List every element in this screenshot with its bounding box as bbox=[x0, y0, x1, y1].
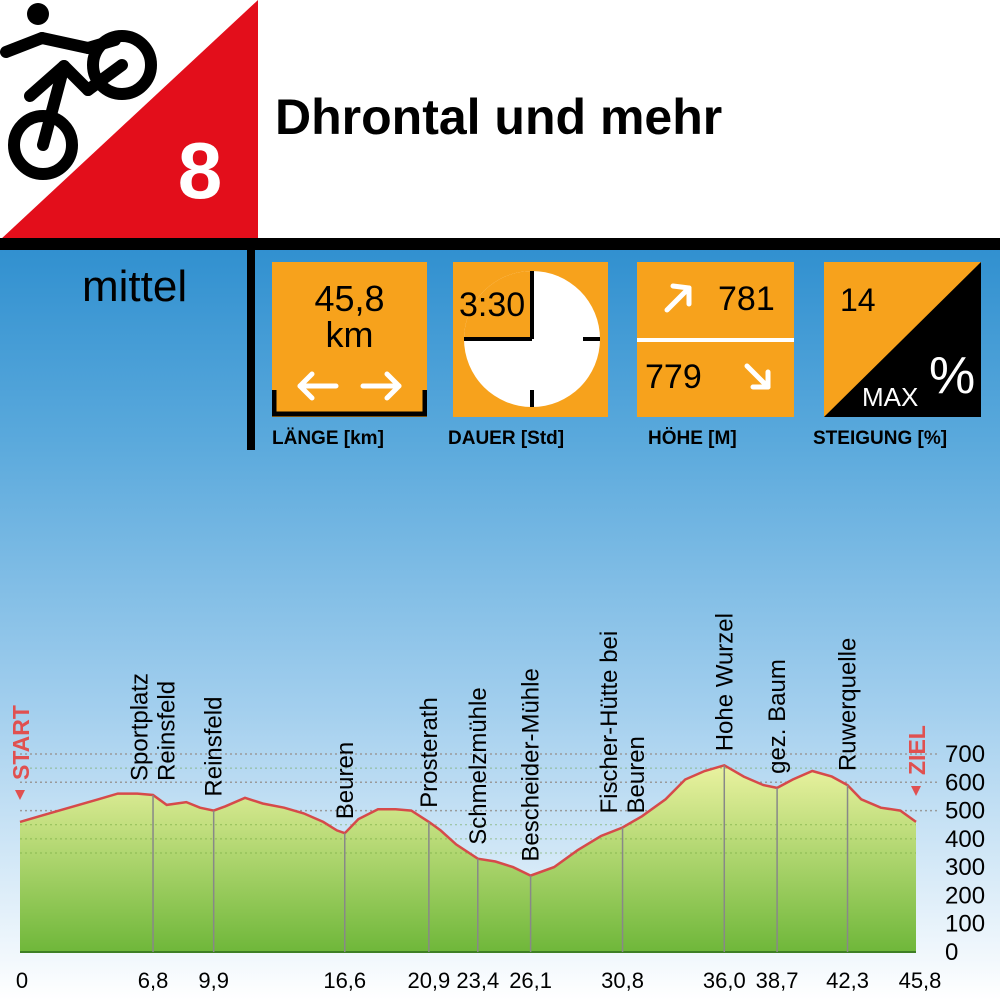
y-tick-label: 500 bbox=[945, 798, 985, 825]
x-tick-label: 23,4 bbox=[456, 968, 499, 993]
y-tick-label: 0 bbox=[945, 939, 958, 966]
waypoint-label: Prosterath bbox=[416, 697, 443, 808]
start-marker bbox=[15, 790, 25, 800]
arrow-down-right-icon bbox=[744, 363, 771, 390]
waypoint-label: Hohe Wurzel bbox=[711, 613, 738, 751]
x-tick-label: 38,7 bbox=[756, 968, 799, 993]
x-tick-label: 20,9 bbox=[407, 968, 450, 993]
gradient-triangle bbox=[824, 262, 981, 417]
gradient-box: 14 MAX % bbox=[824, 262, 981, 417]
length-box: 45,8 km bbox=[272, 262, 427, 417]
length-label: LÄNGE [km] bbox=[272, 428, 384, 449]
waypoint-label: Bescheider-Mühle bbox=[518, 668, 545, 861]
elevation-label: HÖHE [M] bbox=[648, 428, 737, 449]
elevation-area bbox=[20, 765, 916, 952]
y-tick-label: 100 bbox=[945, 911, 985, 938]
elevation-line bbox=[19, 763, 917, 877]
x-tick-label: 0 bbox=[16, 968, 28, 993]
waypoint-label: Fischer-Hütte bei bbox=[596, 631, 623, 814]
double-arrow-icon bbox=[272, 371, 427, 417]
clock-icon bbox=[464, 271, 600, 407]
waypoint-label: Sportplatz bbox=[127, 673, 154, 781]
x-tick-label: 9,9 bbox=[198, 968, 229, 993]
end-marker bbox=[911, 786, 921, 796]
y-tick-label: 700 bbox=[945, 741, 985, 768]
x-tick-label: 45,8 bbox=[899, 968, 942, 993]
duration-box: 3:30 bbox=[453, 262, 608, 417]
gradient-value: 14 bbox=[840, 282, 876, 318]
waypoint-label: Reinsfeld bbox=[201, 697, 228, 797]
gradient-percent-sign: % bbox=[929, 347, 976, 405]
x-tick-label: 6,8 bbox=[138, 968, 169, 993]
x-tick-label: 26,1 bbox=[509, 968, 552, 993]
route-triangle bbox=[0, 0, 258, 240]
panel-divider bbox=[247, 238, 255, 450]
y-tick-label: 300 bbox=[945, 854, 985, 881]
cyclist-icon bbox=[0, 3, 157, 180]
waypoint-label: gez. Baum bbox=[764, 659, 791, 774]
route-number: 8 bbox=[178, 126, 223, 215]
duration-value: 3:30 bbox=[459, 286, 526, 324]
y-tick-label: 200 bbox=[945, 882, 985, 909]
arrow-up-right-icon bbox=[664, 283, 692, 313]
x-tick-label: 42,3 bbox=[826, 968, 869, 993]
length-unit: km bbox=[325, 314, 374, 355]
page-title: Dhrontal und mehr bbox=[275, 89, 723, 145]
gradient-label: STEIGUNG [%] bbox=[813, 428, 948, 449]
waypoint-label: Beuren bbox=[332, 742, 359, 819]
elevation-arrows bbox=[637, 283, 794, 390]
route-badge: 8 bbox=[0, 0, 258, 240]
difficulty-label: mittel bbox=[82, 262, 188, 311]
waypoint-label: Schmelzmühle bbox=[465, 687, 492, 844]
x-tick-label: 30,8 bbox=[601, 968, 644, 993]
elevation-box: 781 779 bbox=[637, 262, 794, 417]
duration-label: DAUER [Std] bbox=[448, 428, 565, 449]
start-label: START bbox=[8, 705, 34, 780]
waypoint-label: Ruwerquelle bbox=[835, 638, 862, 771]
x-tick-label: 36,0 bbox=[703, 968, 746, 993]
waypoint-label: Beuren bbox=[623, 736, 650, 813]
length-value: 45,8 bbox=[314, 278, 385, 319]
end-label: ZIEL bbox=[904, 725, 930, 775]
x-tick-label: 16,6 bbox=[323, 968, 366, 993]
elevation-down-value: 779 bbox=[645, 358, 702, 396]
elevation-up-value: 781 bbox=[718, 280, 775, 318]
gradient-max-label: MAX bbox=[862, 382, 919, 412]
y-tick-label: 600 bbox=[945, 769, 985, 796]
waypoint-label: Reinsfeld bbox=[154, 681, 181, 781]
y-tick-label: 400 bbox=[945, 826, 985, 853]
